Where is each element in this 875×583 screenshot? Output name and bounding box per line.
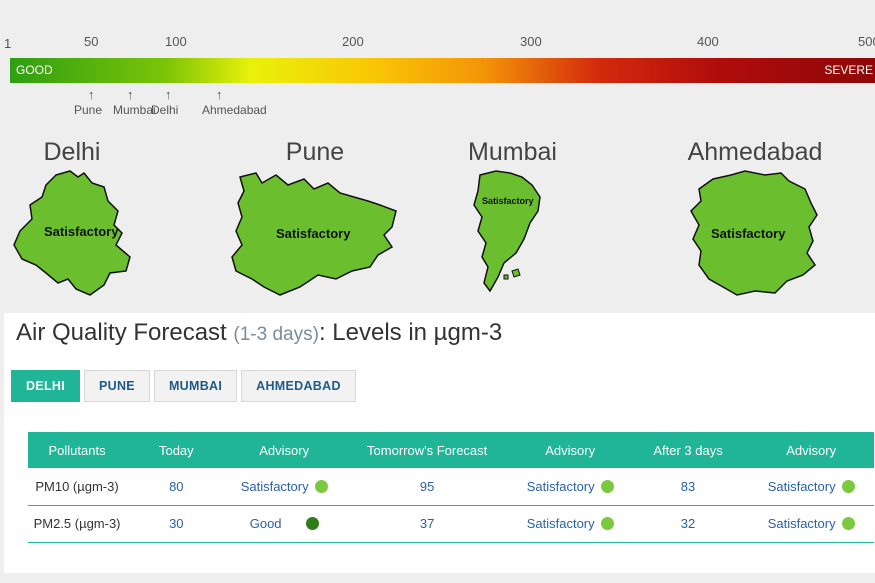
up-arrow-icon: ↑ [127,87,134,102]
marker-label: Ahmedabad [202,103,267,117]
tab-delhi[interactable]: DELHI [11,370,80,402]
advisory-cell: Satisfactory [226,468,342,506]
scale-severe-label: SEVERE [824,63,873,77]
scale-tick: 1 [4,36,12,51]
scale-marker-pune: ↑ Pune [74,88,102,117]
status-dot-icon [305,517,319,530]
marker-label: Pune [74,103,103,117]
advisory-cell: Good [226,505,342,543]
pune-map-shape [231,172,397,296]
column-header: Pollutants [48,442,106,458]
city-name: Delhi [43,138,101,166]
city-name: Pune [285,138,345,166]
scale-marker-ahmedabad: ↑ Ahmedabad [202,88,267,117]
status-dot-icon [841,479,855,493]
scale-marker-delhi: ↑ Delhi [151,88,178,117]
value-cell: 30 [126,505,227,543]
city-status: Satisfactory [482,196,534,206]
status-dot-icon [600,517,614,530]
tab-mumbai[interactable]: MUMBAI [153,370,238,402]
advisory-label: Satisfactory [526,478,595,494]
title-main: Air Quality Forecast [16,319,227,346]
advisory-cell: Satisfactory [512,468,628,506]
column-header: Tomorrow's Forecast [367,442,488,458]
scale-tick: 400 [697,34,719,49]
city-map-ahmedabad[interactable]: Ahmedabad Satisfactory [685,138,825,297]
city-status: Satisfactory [276,226,351,241]
city-status: Satisfactory [711,226,786,241]
table-row: PM10 (µgm-3) 80 Satisfactory 95 Satisfac… [28,468,874,506]
scale-tick: 500 [858,34,875,49]
tab-pune[interactable]: PUNE [84,370,150,402]
value-cell: 32 [627,505,749,543]
advisory-label: Good [249,516,282,531]
title-suffix: : Levels in µgm-3 [318,319,503,346]
table-header-row: Pollutants Today Advisory Tomorrow's For… [28,432,874,468]
status-dot-icon [841,517,855,530]
city-tabs: DELHI PUNE MUMBAI AHMEDABAD [11,370,360,402]
city-name: Mumbai [468,138,557,166]
ahmedabad-map-shape [690,170,818,296]
up-arrow-icon: ↑ [216,87,223,102]
forecast-panel: Air Quality Forecast (1-3 days): Levels … [4,313,875,573]
column-header: Today [158,442,194,458]
status-dot-icon [600,479,614,493]
column-header: Advisory [545,442,596,458]
value-cell: 83 [627,468,749,506]
aqi-scale-bar: GOOD SEVERE [10,58,875,83]
city-status: Satisfactory [44,224,119,239]
advisory-cell: Satisfactory [748,505,874,543]
pollutant-cell: PM10 (µgm-3) [28,468,127,506]
advisory-cell: Satisfactory [748,468,874,506]
pollutant-cell: PM2.5 (µgm-3) [28,505,127,543]
city-name: Ahmedabad [687,138,823,166]
advisory-label: Satisfactory [767,516,836,531]
scale-tick: 100 [165,34,187,49]
city-map-mumbai[interactable]: Mumbai Satisfactory [460,138,565,297]
scale-tick: 200 [342,34,364,49]
scale-good-label: GOOD [16,63,53,77]
mumbai-map-shape [473,170,541,293]
scale-tick: 300 [520,34,542,49]
scale-tick: 50 [84,34,99,49]
scale-marker-mumbai: ↑ Mumbai [113,88,156,117]
advisory-label: Satisfactory [767,478,836,494]
table-row: PM2.5 (µgm-3) 30 Good 37 Satisfactory 32… [28,505,874,543]
advisory-label: Satisfactory [240,478,309,494]
column-header: Advisory [259,442,310,458]
marker-label: Delhi [151,103,179,117]
marker-label: Mumbai [113,103,156,117]
column-header: After 3 days [653,442,723,458]
title-subtitle: (1-3 days) [233,324,319,345]
city-map-pune[interactable]: Pune Satisfactory [230,138,400,297]
up-arrow-icon: ↑ [88,87,95,102]
forecast-table: Pollutants Today Advisory Tomorrow's For… [28,432,874,543]
advisory-cell: Satisfactory [512,505,628,543]
forecast-title: Air Quality Forecast (1-3 days): Levels … [16,319,502,347]
column-header: Advisory [786,442,837,458]
up-arrow-icon: ↑ [165,87,172,102]
status-dot-icon [314,479,328,493]
value-cell: 95 [341,468,513,506]
advisory-label: Satisfactory [526,516,595,531]
delhi-map-shape [13,170,131,296]
tab-ahmedabad[interactable]: AHMEDABAD [241,370,356,402]
value-cell: 80 [126,468,227,506]
city-map-delhi[interactable]: Delhi Satisfactory [12,138,132,297]
value-cell: 37 [341,505,513,543]
